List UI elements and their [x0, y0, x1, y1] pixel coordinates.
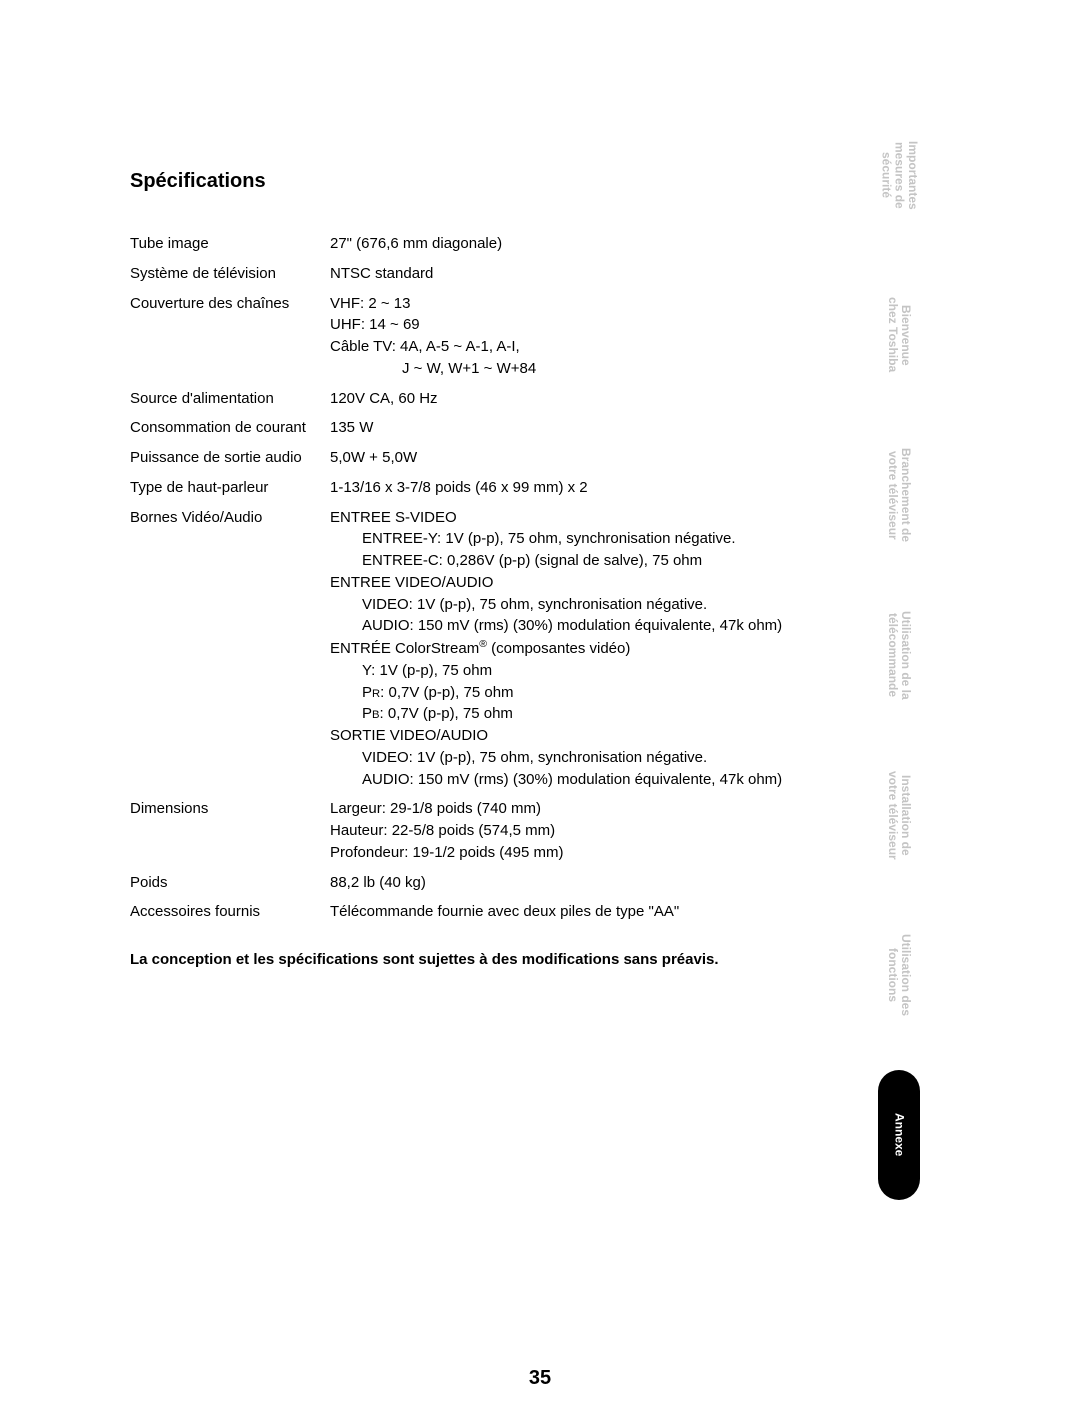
- tab-installation[interactable]: Installation devotre téléviseur: [878, 750, 920, 880]
- tab-bienvenue[interactable]: Bienvenuechez Toshiba: [878, 270, 920, 400]
- tab-line: Branchement de: [899, 448, 912, 542]
- spec-heading: ENTRÉE ColorStream® (composantes vidéo): [330, 640, 630, 657]
- tab-line: mesures de: [892, 141, 905, 210]
- spec-label: Dimensions: [130, 798, 330, 820]
- tab-branchement[interactable]: Branchement devotre téléviseur: [878, 430, 920, 560]
- tab-line: votre téléviseur: [886, 771, 899, 860]
- tab-line: Bienvenue: [899, 297, 912, 372]
- tab-line: chez Toshiba: [886, 297, 899, 372]
- text: P: [362, 705, 372, 722]
- spec-line: Hauteur: 22-5/8 poids (574,5 mm): [330, 822, 555, 839]
- spec-label: Bornes Vidéo/Audio: [130, 507, 330, 529]
- spec-label: Accessoires fournis: [130, 901, 330, 923]
- tab-line: Installation de: [899, 771, 912, 860]
- spec-label: Tube image: [130, 233, 330, 255]
- spec-label: Poids: [130, 872, 330, 894]
- subscript: B: [372, 709, 380, 721]
- spec-label: Source d'alimentation: [130, 388, 330, 410]
- spec-label: Consommation de courant: [130, 417, 330, 439]
- tab-line: fonctions: [886, 934, 899, 1016]
- spec-heading: ENTREE VIDEO/AUDIO: [330, 574, 493, 591]
- tab-line: Utilisation de la: [899, 611, 912, 700]
- page: Spécifications Tube image 27" (676,6 mm …: [0, 0, 1080, 1426]
- spec-label: Puissance de sortie audio: [130, 447, 330, 469]
- spec-heading: SORTIE VIDEO/AUDIO: [330, 727, 488, 744]
- registered-icon: ®: [479, 638, 487, 650]
- tab-line: sécurité: [879, 141, 892, 210]
- spec-line: Câble TV: 4A, A-5 ~ A-1, A-I,: [330, 338, 520, 355]
- text: ENTRÉE ColorStream: [330, 640, 479, 657]
- tab-annexe[interactable]: Annexe: [878, 1070, 920, 1200]
- text: (composantes vidéo): [487, 640, 630, 657]
- tab-line: Importantes: [906, 141, 919, 210]
- page-number: 35: [0, 1367, 1080, 1390]
- spec-label: Système de télévision: [130, 263, 330, 285]
- tab-telecommande[interactable]: Utilisation de latélécommande: [878, 590, 920, 720]
- spec-line: VHF: 2 ~ 13: [330, 295, 410, 312]
- tab-line: télécommande: [886, 611, 899, 700]
- tab-line: Utilisation des: [899, 934, 912, 1016]
- spec-heading: ENTREE S-VIDEO: [330, 509, 457, 526]
- tab-line: Annexe: [892, 1113, 905, 1156]
- spec-label: Type de haut-parleur: [130, 477, 330, 499]
- text: P: [362, 684, 372, 701]
- text: : 0,7V (p-p), 75 ohm: [380, 705, 513, 722]
- spec-line: Profondeur: 19-1/2 poids (495 mm): [330, 844, 563, 861]
- text: : 0,7V (p-p), 75 ohm: [380, 684, 513, 701]
- spec-line: UHF: 14 ~ 69: [330, 316, 420, 333]
- subscript: R: [372, 688, 380, 700]
- side-tabs: Importantesmesures desécurité Bienvenuec…: [878, 110, 920, 1200]
- spec-line: Largeur: 29-1/8 poids (740 mm): [330, 800, 541, 817]
- tab-fonctions[interactable]: Utilisation desfonctions: [878, 910, 920, 1040]
- spec-label: Couverture des chaînes: [130, 293, 330, 315]
- tab-line: votre téléviseur: [886, 448, 899, 542]
- tab-securite[interactable]: Importantesmesures desécurité: [878, 110, 920, 240]
